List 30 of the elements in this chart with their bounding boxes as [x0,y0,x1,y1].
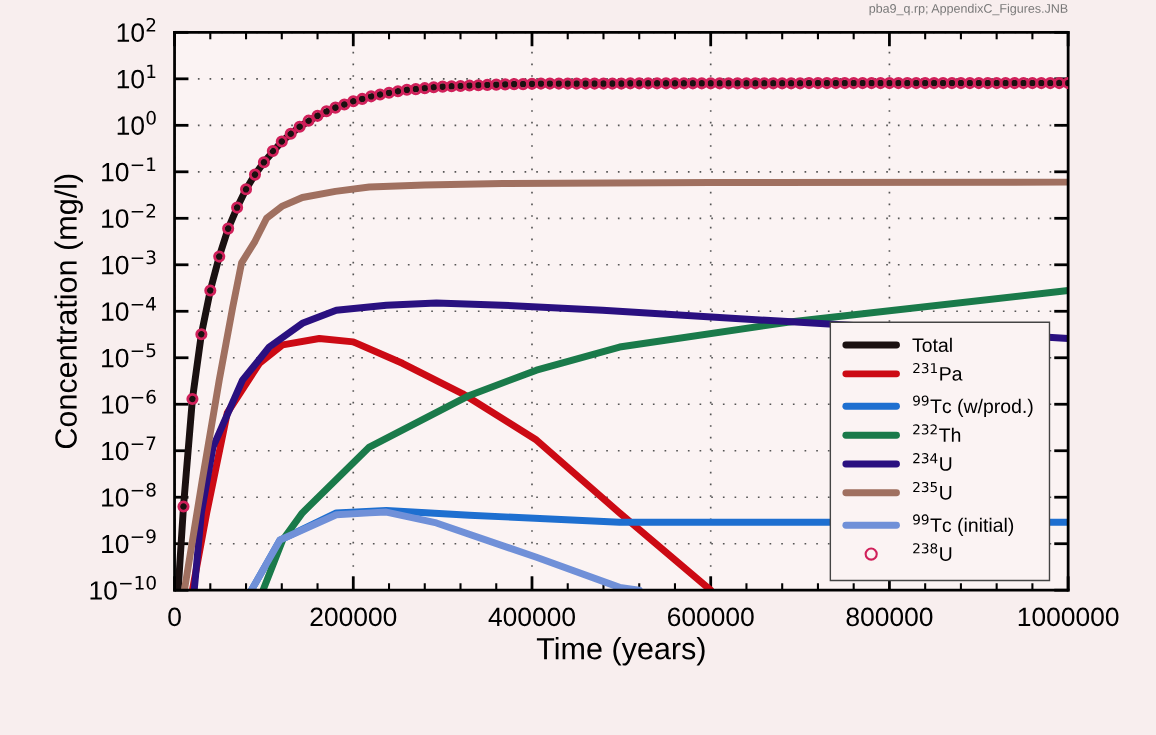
legend-label: $^{234}$U [913,453,952,471]
x-tick-label: 200000 [310,607,397,627]
legend-label: $^{235}$U [913,481,952,500]
x-axis-title: Time (years) [536,637,705,666]
text: pba9_q.rp; AppendixC_Figures.JNB [869,3,1068,16]
y-axis-title: Concentration (mg/l) [54,174,83,449]
legend-label: $^{232}$Th [913,424,961,442]
x-tick-label: 0 [168,607,181,627]
legend-label: $^{238}$U [913,543,952,561]
y-tick-label: 10$^{−8}$ [102,482,156,507]
y-tick-label: 10$^{−9}$ [102,529,156,554]
x-tick-label: 800000 [846,607,933,627]
legend-label: $^{231}$Pa [913,362,963,381]
y-tick-label: 10$^{−3}$ [102,250,156,275]
x-tick-label: 1000000 [1018,607,1119,627]
y-tick-label: 10$^{−2}$ [102,203,156,228]
y-tick-label: 10$^{−6}$ [102,389,156,414]
x-tick-label: 600000 [668,607,754,627]
legend-label: Total [912,337,952,353]
y-tick-label: 10$^{0}$ [117,110,156,135]
legend-label: $^{99}$Tc (initial) [913,514,1014,536]
x-tick-label: 400000 [488,607,575,627]
y-tick-label: 10$^{−1}$ [102,157,156,182]
y-tick-label: 10$^{−10}$ [90,575,156,600]
y-tick-label: 10$^{2}$ [117,17,156,42]
y-tick-label: 10$^{1}$ [117,64,156,89]
y-tick-label: 10$^{−5}$ [102,343,156,368]
y-tick-label: 10$^{−4}$ [102,297,156,321]
legend-label: $^{99}$Tc (w/prod.) [913,395,1033,417]
y-tick-label: 10$^{−7}$ [102,436,156,461]
